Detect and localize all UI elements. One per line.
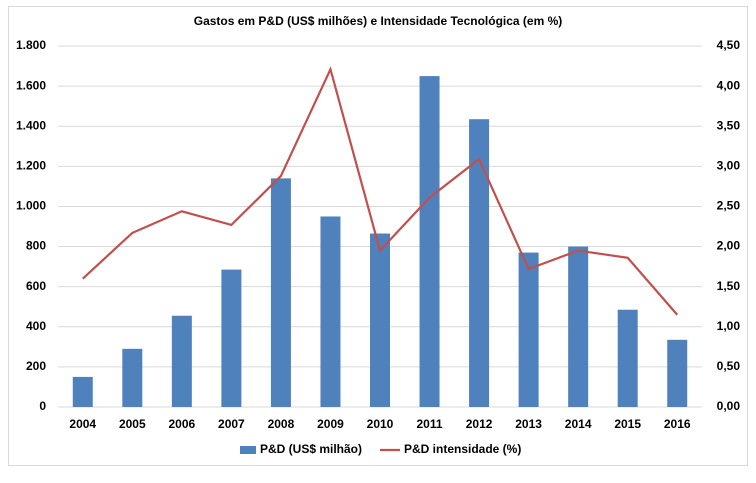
bar [518,252,539,407]
bar [370,233,390,407]
x-tick-label: 2006 [168,417,195,431]
bar [270,178,291,407]
chart-title: Gastos em P&D (US$ milhões) e Intensidad… [194,14,563,28]
y2-tick-label: 1,50 [717,279,741,293]
y-tick-label: 1.400 [16,118,46,132]
y-tick-label: 1.600 [16,78,46,92]
x-tick-label: 2013 [515,417,542,431]
y-tick-label: 800 [26,239,46,253]
y2-tick-label: 4,50 [717,38,741,52]
legend-swatch [240,446,256,454]
x-tick-label: 2005 [119,417,146,431]
x-tick-label: 2009 [317,417,344,431]
y2-tick-label: 3,00 [717,159,741,173]
x-tick-label: 2010 [367,417,394,431]
y2-tick-label: 0,00 [717,399,741,413]
bar [171,315,192,407]
bar [122,348,143,407]
bar [617,309,638,407]
bar [568,246,589,407]
y2-tick-label: 2,00 [717,239,741,253]
x-tick-label: 2011 [417,417,443,431]
bar [72,376,93,407]
y-tick-label: 600 [26,279,46,293]
x-tick-label: 2014 [565,417,592,431]
y-tick-label: 1.800 [16,38,46,52]
x-tick-label: 2016 [664,417,691,431]
bar [419,76,440,407]
x-tick-label: 2004 [69,417,96,431]
line [82,66,679,316]
y2-tick-label: 1,00 [717,319,741,333]
x-tick-label: 2012 [466,417,493,431]
x-tick-label: 2008 [268,417,295,431]
y-tick-label: 200 [26,359,46,373]
y2-tick-label: 2,50 [717,199,741,213]
y-tick-label: 400 [26,319,46,333]
y-tick-label: 1.000 [16,199,46,213]
y-tick-label: 1.200 [16,159,46,173]
bar [667,339,688,407]
x-tick-label: 2007 [218,417,245,431]
y2-tick-label: 0,50 [717,359,741,373]
legend-label: P&D (US$ milhão) [260,442,362,456]
y-tick-label: 0 [39,399,46,413]
y2-tick-label: 3,50 [717,118,741,132]
legend-label: P&D intensidade (%) [404,442,521,456]
y2-tick-label: 4,00 [717,78,741,92]
bar [221,269,242,407]
x-tick-label: 2015 [614,417,641,431]
bar [320,216,341,407]
bar [469,119,490,408]
